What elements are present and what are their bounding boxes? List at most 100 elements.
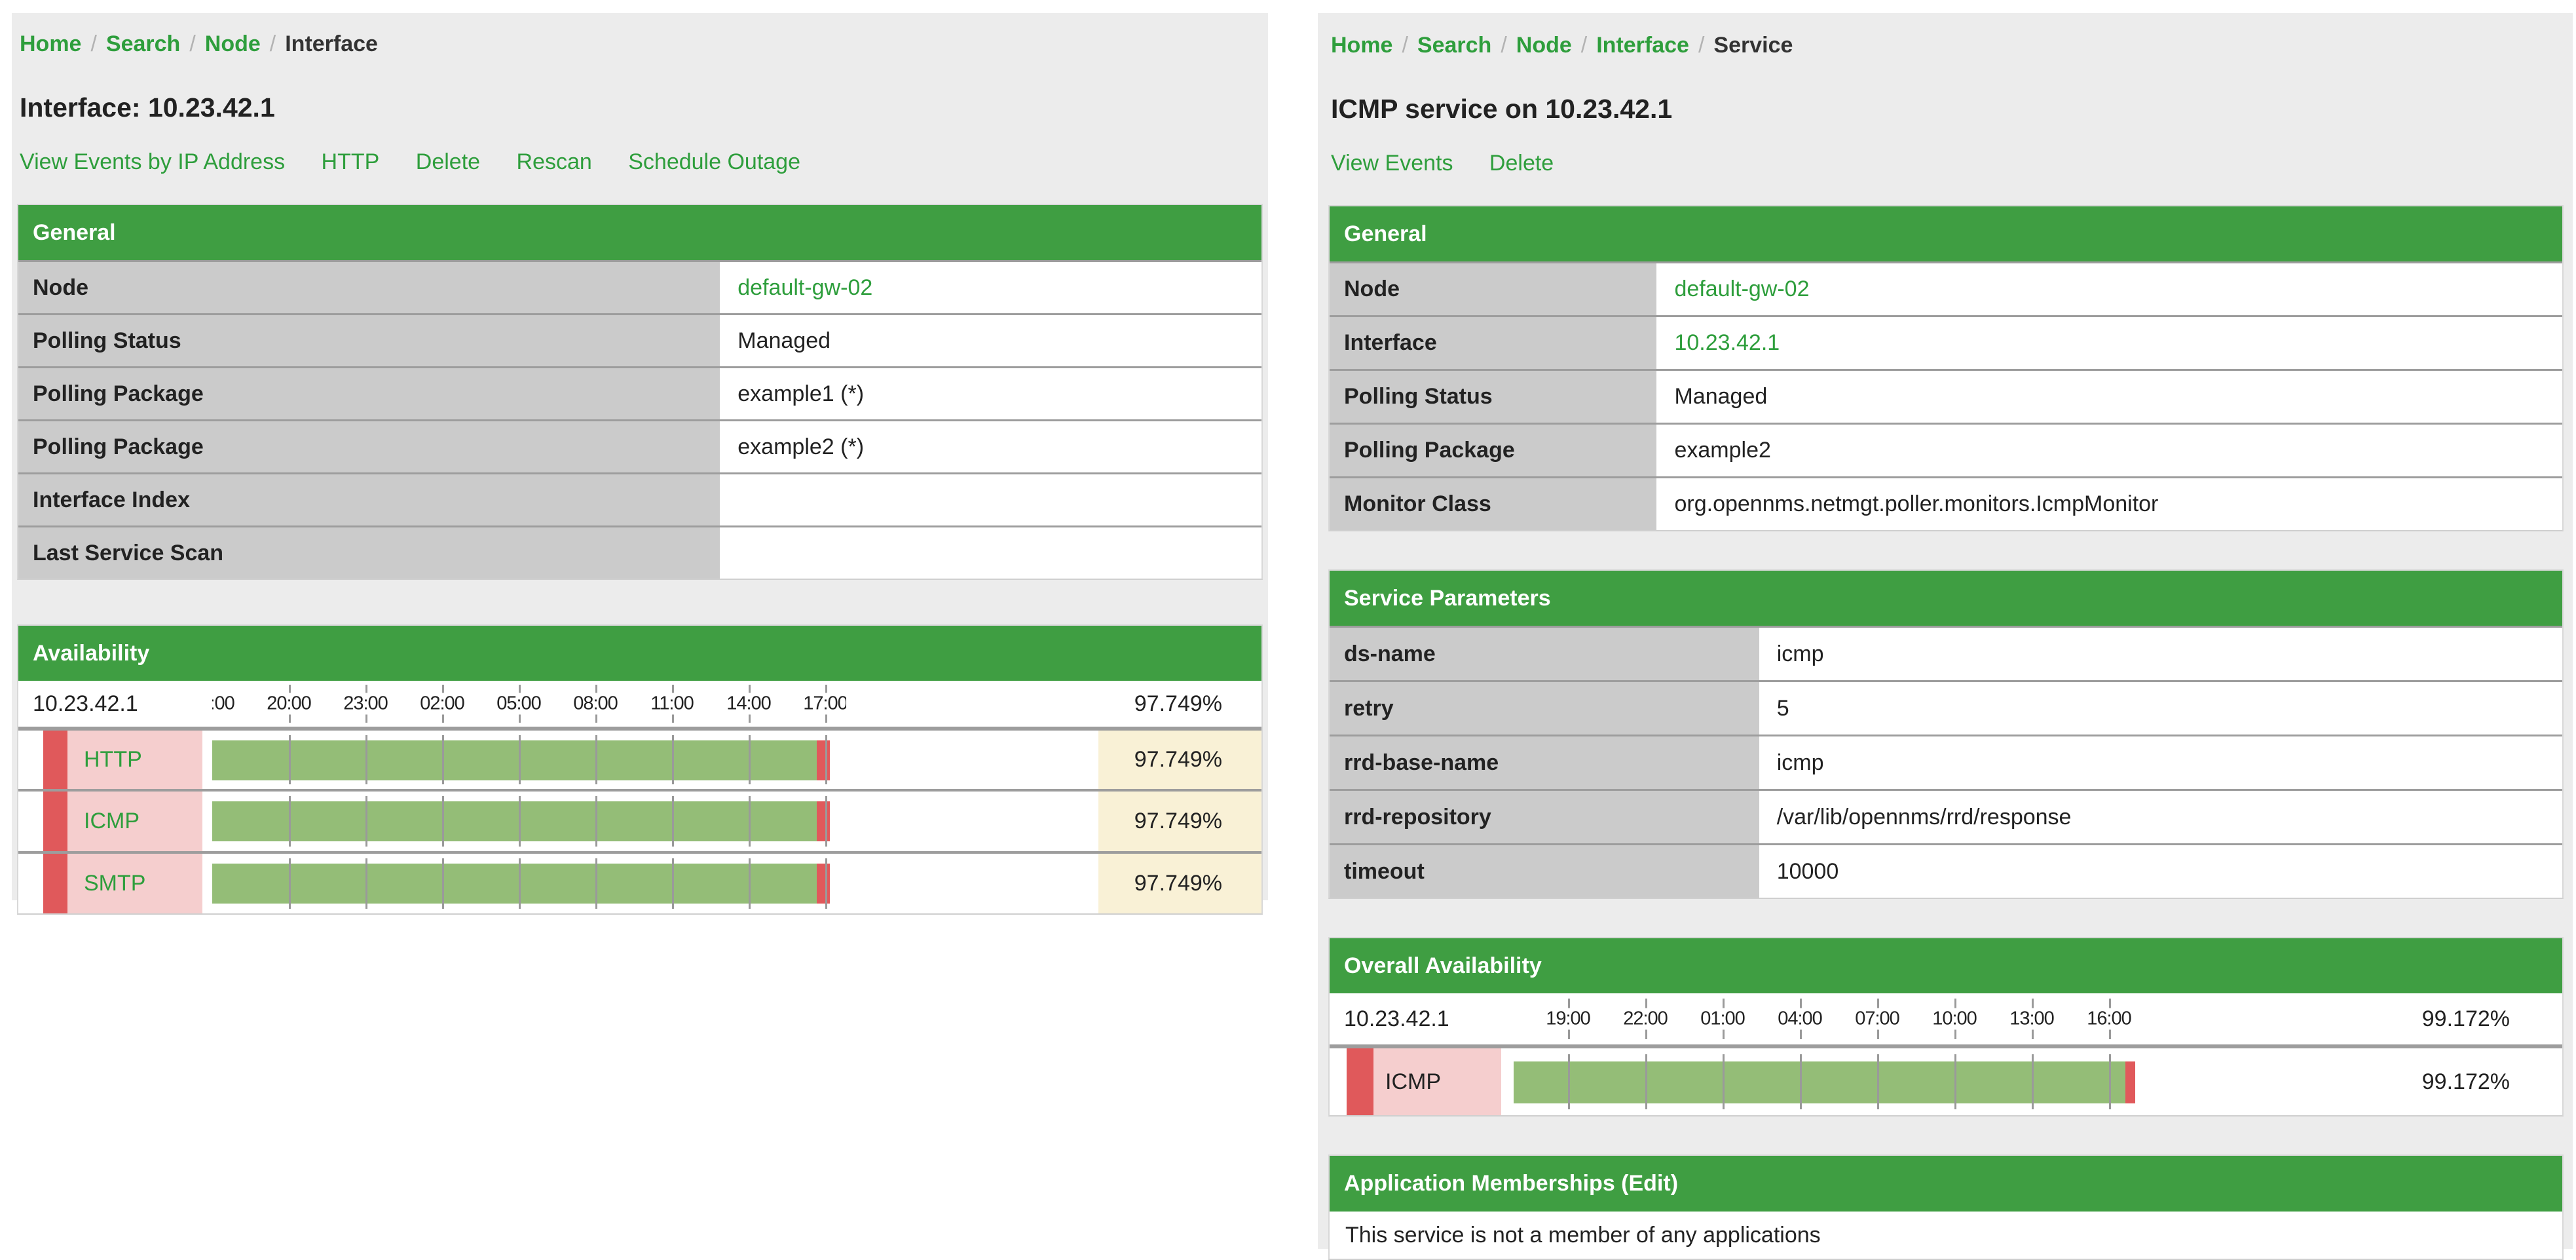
axis-tick-label: 04:00	[1774, 1008, 1825, 1030]
general-panel: General Node default-gw-02 Polling Statu…	[17, 204, 1263, 580]
service-link-http[interactable]: HTTP	[84, 747, 142, 772]
row-value: icmp	[1776, 750, 1824, 775]
node-link[interactable]: default-gw-02	[1674, 277, 1810, 301]
table-row: Last Service Scan	[18, 525, 1261, 579]
table-row: Node default-gw-02	[1330, 261, 2562, 315]
axis-tick-label: 02:00	[417, 693, 468, 715]
axis-tick-label: 08:00	[570, 693, 621, 715]
axis-tick-label: 11:00	[647, 693, 697, 715]
breadcrumb-node[interactable]: Node	[204, 31, 261, 56]
breadcrumb: Home / Search / Node / Interface	[17, 22, 1263, 57]
row-label: Polling Status	[1330, 371, 1659, 423]
application-memberships-heading[interactable]: Application Memberships (Edit)	[1330, 1156, 2562, 1212]
table-row: Polling Package example2 (*)	[18, 419, 1261, 472]
service-label-cell: ICMP	[67, 792, 202, 851]
service-label-cell: SMTP	[67, 854, 202, 913]
action-links: View Events by IP Address HTTP Delete Re…	[20, 149, 1263, 175]
page-title: Interface: 10.23.42.1	[20, 92, 275, 123]
axis-tick-label: 23:00	[340, 693, 391, 715]
table-row: Interface Index	[18, 472, 1261, 525]
breadcrumb-separator: /	[269, 31, 276, 56]
availability-axis-row: 10.23.42.1 19:00 22:00 01:00 04:00 07:00…	[1330, 993, 2562, 1044]
delete-link[interactable]: Delete	[1489, 151, 1554, 176]
general-panel-heading: General	[18, 205, 1261, 260]
service-link-icmp[interactable]: ICMP	[84, 809, 140, 833]
service-parameters-panel: Service Parameters ds-name icmp retry 5 …	[1328, 569, 2564, 899]
overall-availability-value: 99.172%	[2421, 1006, 2510, 1031]
table-row: Interface 10.23.42.1	[1330, 315, 2562, 369]
service-availability-value: 97.749%	[1098, 792, 1261, 851]
application-memberships-panel: Application Memberships (Edit) This serv…	[1328, 1155, 2564, 1260]
availability-bar	[212, 731, 846, 789]
table-row: rrd-base-name icmp	[1330, 735, 2562, 789]
service-link-smtp[interactable]: SMTP	[84, 871, 146, 896]
breadcrumb-separator: /	[90, 31, 97, 56]
row-label: Polling Package	[18, 368, 722, 419]
rescan-link[interactable]: Rescan	[516, 149, 592, 174]
row-value: icmp	[1776, 641, 1824, 666]
overall-availability-panel: Overall Availability 10.23.42.1 19:00 22…	[1328, 937, 2564, 1117]
axis-tick-label: 14:00	[723, 693, 774, 715]
row-value: example2	[1674, 438, 1771, 463]
table-row: timeout 10000	[1330, 843, 2562, 898]
view-events-link[interactable]: View Events	[1331, 151, 1453, 176]
row-label: Node	[18, 262, 722, 313]
row-label: timeout	[1330, 845, 1761, 898]
axis-tick-label: 17:00	[800, 693, 846, 715]
breadcrumb-search[interactable]: Search	[1417, 33, 1492, 58]
service-availability-value: 97.749%	[1098, 731, 1261, 789]
breadcrumb: Home / Search / Node / Interface / Service	[1328, 24, 2564, 58]
outage-indicator	[43, 792, 67, 851]
breadcrumb-separator: /	[189, 31, 196, 56]
node-link[interactable]: default-gw-02	[737, 275, 873, 300]
application-memberships-message: This service is not a member of any appl…	[1330, 1212, 2562, 1259]
delete-link[interactable]: Delete	[415, 149, 481, 174]
axis-tick-label: 10:00	[1929, 1008, 1980, 1030]
availability-panel-heading: Availability	[18, 626, 1261, 681]
row-value: Managed	[737, 328, 831, 353]
overall-availability-value: 97.749%	[1134, 691, 1222, 716]
row-label: retry	[1330, 682, 1761, 735]
outage-indicator	[43, 731, 67, 789]
availability-axis-row: 10.23.42.1 17:00 20:00 23:00 02:00 05:00…	[18, 681, 1261, 727]
action-links: View Events Delete	[1331, 151, 2564, 176]
availability-service-row: ICMP 99.172%	[1330, 1044, 2562, 1115]
row-value: 5	[1776, 695, 1789, 721]
row-label: Monitor Class	[1330, 478, 1659, 530]
row-value: org.opennms.netmgt.poller.monitors.IcmpM…	[1674, 491, 2159, 516]
row-value: example2 (*)	[737, 434, 865, 459]
row-value: 10000	[1776, 858, 1839, 884]
axis-tick-label: 01:00	[1697, 1008, 1748, 1030]
axis-tick-label: 07:00	[1852, 1008, 1903, 1030]
axis-tick-label: 22:00	[1620, 1008, 1671, 1030]
availability-bar	[212, 854, 846, 913]
breadcrumb-home[interactable]: Home	[20, 31, 82, 56]
breadcrumb-node[interactable]: Node	[1516, 33, 1572, 58]
outage-indicator	[43, 854, 67, 913]
row-label: Polling Package	[18, 421, 722, 472]
interface-link[interactable]: 10.23.42.1	[1674, 330, 1780, 355]
table-row: Polling Package example1 (*)	[18, 366, 1261, 419]
view-events-by-ip-link[interactable]: View Events by IP Address	[20, 149, 286, 174]
breadcrumb-search[interactable]: Search	[105, 31, 181, 56]
axis-tick-label: 05:00	[493, 693, 544, 715]
breadcrumb-interface: Interface	[285, 31, 378, 56]
service-availability-value: 99.172%	[2421, 1069, 2510, 1094]
row-label: Interface Index	[18, 474, 722, 525]
breadcrumb-separator: /	[1402, 33, 1408, 58]
table-row: retry 5	[1330, 680, 2562, 735]
row-label: Interface	[1330, 317, 1659, 369]
axis-tick-label: 16:00	[2083, 1008, 2135, 1030]
breadcrumb-home[interactable]: Home	[1331, 33, 1393, 58]
breadcrumb-separator: /	[1501, 33, 1507, 58]
breadcrumb-interface[interactable]: Interface	[1596, 33, 1689, 58]
table-row: Polling Status Managed	[1330, 369, 2562, 423]
general-panel-heading: General	[1330, 206, 2562, 261]
availability-service-row: SMTP 97.749%	[18, 851, 1261, 913]
schedule-outage-link[interactable]: Schedule Outage	[628, 149, 800, 174]
service-availability-value: 97.749%	[1098, 854, 1261, 913]
availability-panel: Availability 10.23.42.1 17:00 20:00 23:0…	[17, 624, 1263, 915]
http-link[interactable]: HTTP	[321, 149, 380, 174]
overall-availability-heading: Overall Availability	[1330, 938, 2562, 993]
service-label-cell: HTTP	[67, 731, 202, 789]
